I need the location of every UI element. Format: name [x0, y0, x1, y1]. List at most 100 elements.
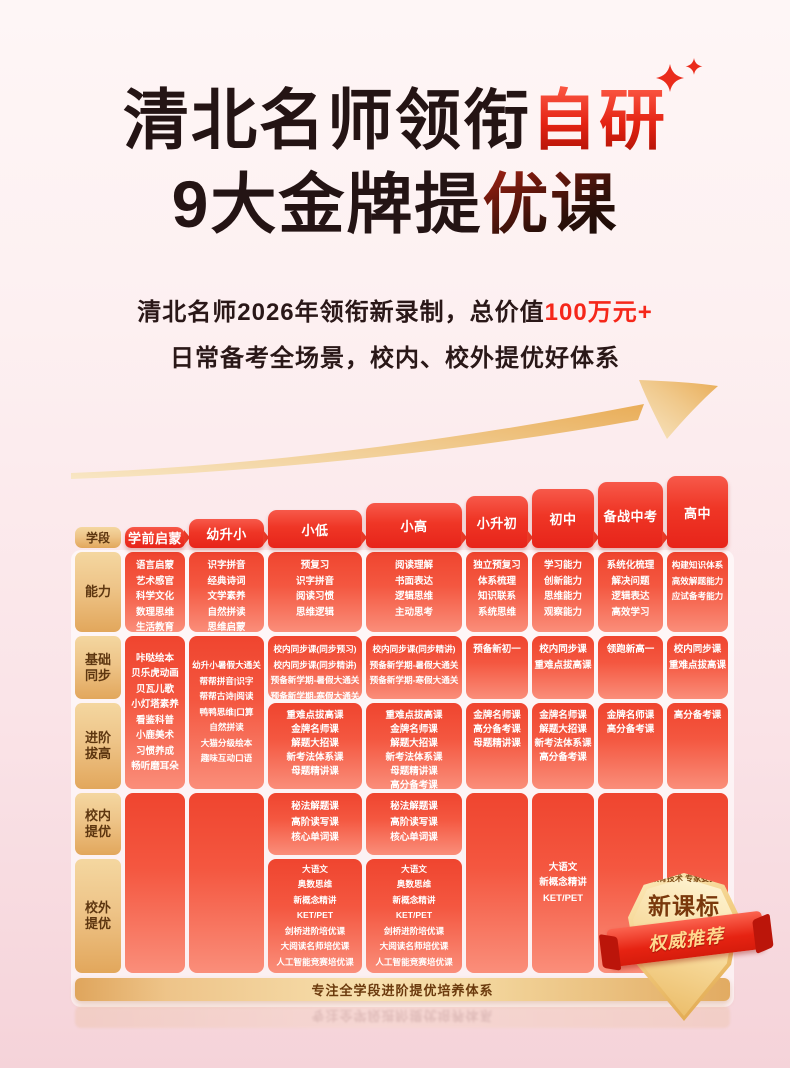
course-item: 趣味互动口语: [200, 753, 253, 764]
course-item: 体系梳理: [477, 575, 516, 587]
course-item: 核心单词课: [291, 832, 339, 843]
column-header: 高中: [667, 476, 728, 548]
course-item: 校内同步课(同步预习): [273, 644, 357, 654]
title-line1: 清北名师领衔自研: [0, 78, 790, 162]
course-item: 预备新学期-寒假大通关: [369, 675, 459, 685]
course-item: 新概念精讲: [539, 877, 587, 889]
course-cell: 校内同步课 重难点拔高课: [667, 636, 728, 699]
footer-bar: 专注全学段进阶提优培养体系: [75, 978, 730, 1001]
course-item: 咔哒绘本: [135, 652, 174, 664]
course-item: 识字拼音: [207, 560, 246, 571]
course-item: 阅读理解: [394, 560, 433, 571]
course-item: 畅听磨耳朵: [131, 761, 179, 772]
course-item: 预备新学期-暑假大通关: [270, 675, 360, 685]
course-item: 经典诗词: [207, 575, 246, 587]
course-item: 高分备考课: [539, 752, 587, 763]
grade-column: 初中 学习能力 创新能力 思维能力 观察能力 校内同步课 重难点拔高课 金牌名师课 解题大招课新…: [532, 489, 594, 973]
course-item: 大阅读名师培优课: [280, 941, 350, 952]
column-header: 幼升小: [189, 519, 264, 548]
course-cell: [466, 793, 528, 973]
grade-column: 学前启蒙 语言启蒙 艺术感官 科学文化 数理思维 生活教育 咔哒绘本 贝乐虎动画 贝瓦儿歌 小灯塔…: [125, 527, 185, 973]
course-item: 解题大招课: [291, 738, 339, 749]
course-item: 思维能力: [543, 591, 582, 602]
course-item: 校内同步课(同步精讲): [372, 644, 456, 654]
course-item: 高分备考课: [390, 780, 438, 789]
badge-top-text: 教育技术 专家委员: [650, 874, 718, 883]
course-item: 高分备考课: [673, 710, 722, 721]
row-label: 校内 提优: [75, 793, 121, 855]
course-item: 小鹿美术: [135, 730, 174, 741]
course-item: 识字拼音: [295, 575, 334, 587]
course-item: 帮帮拼音|识字: [199, 675, 254, 686]
certification-badge: 教育技术 专家委员 新课标 权威推荐: [606, 856, 766, 1021]
course-item: 母题精讲课: [390, 766, 438, 777]
course-cell: 秘法解题课 高阶读写课 核心单词课: [268, 793, 362, 855]
title-line2: 9大金牌提优课: [0, 162, 790, 246]
course-cell: 秘法解题课 高阶读写课 核心单词课: [366, 793, 462, 855]
course-cell: 大语文 奥数思维 新概念精讲 KET/PET 剑桥进阶培优课 大阅读名师培优课 人工智能竞赛…: [366, 859, 462, 973]
grade-column: 小高 阅读理解 书面表达 逻辑思维 主动思考 校内同步课(同步精讲) 预备新学期-暑假大通关…: [366, 503, 462, 973]
course-item: 金牌名师课: [606, 710, 655, 721]
course-item: 金牌名师课: [291, 724, 339, 735]
course-item: 奥数思维: [297, 879, 333, 890]
page-title: 清北名师领衔自研 9大金牌提优课: [0, 78, 790, 246]
course-item: 人工智能竞赛培优课: [276, 956, 354, 967]
title-line1-black: 清北名师领衔: [123, 83, 531, 157]
course-cell: 语言启蒙 艺术感官 科学文化 数理思维 生活教育: [125, 552, 185, 632]
course-item: 剑桥进阶培优课: [284, 925, 346, 936]
course-item: 预备新学期-寒假大通关: [270, 690, 360, 700]
course-item: 母题精讲课: [291, 766, 339, 777]
course-item: 高分备考课: [473, 724, 521, 735]
course-item: 学习能力: [543, 560, 582, 571]
subtitle-price-highlight: 100万元+: [544, 299, 653, 326]
course-cell: 系统化梳理 解决问题 逻辑表达 高效学习: [598, 552, 663, 632]
course-item: 母题精讲课: [473, 738, 521, 749]
course-item: 语言启蒙: [135, 560, 174, 571]
course-item: 科学文化: [135, 591, 174, 602]
course-item: 思维启蒙: [207, 622, 246, 632]
row-label: 基础 同步: [75, 636, 121, 699]
course-cell: 大语文 奥数思维 新概念精讲 KET/PET 剑桥进阶培优课 大阅读名师培优课 人工智能竞赛…: [268, 859, 362, 973]
course-cell: 幼升小暑假大通关 帮帮拼音|识字 帮帮古诗|阅读 鸭鸭思维|口算 自然拼读 大猫分级绘本趣…: [189, 636, 264, 789]
row-label: 校外 提优: [75, 859, 121, 973]
rising-arrow-icon: [68, 378, 728, 480]
course-item: 创新能力: [543, 575, 582, 587]
course-cell: 学习能力 创新能力 思维能力 观察能力: [532, 552, 594, 632]
course-item: 大阅读名师培优课: [379, 941, 449, 952]
course-item: 高效解题能力: [671, 575, 724, 586]
sparkle-icon: [656, 58, 703, 92]
grade-column: 小低 预复习 识字拼音 阅读习惯 思维逻辑 校内同步课(同步预习) 校内同步课(同步精讲) 预…: [268, 510, 362, 973]
column-header: 小高: [366, 503, 462, 548]
course-item: 书面表达: [394, 575, 433, 587]
course-cell: 高分备考课: [667, 703, 728, 789]
course-item: 自然拼读: [209, 722, 244, 733]
course-item: 贝瓦儿歌: [135, 683, 174, 695]
course-item: 高阶读写课: [390, 816, 438, 828]
course-item: 系统思维: [477, 606, 516, 618]
course-item: 预备新初一: [473, 644, 521, 655]
course-item: 解题大招课: [390, 738, 438, 749]
course-item: 重难点拔高课: [286, 710, 344, 721]
course-cell: 金牌名师课高分备考课: [598, 703, 663, 789]
course-item: 领跑新高一: [606, 644, 655, 655]
course-item: 金牌名师课: [539, 710, 587, 721]
course-item: 预备新学期-暑假大通关: [369, 659, 459, 670]
course-item: 艺术感官: [135, 575, 174, 587]
subtitle-line2: 日常备考全场景，校内、校外提优好体系: [170, 345, 620, 372]
course-item: 贝乐虎动画: [131, 668, 179, 679]
course-item: 高分备考课: [606, 724, 655, 735]
course-item: 鸭鸭思维|口算: [199, 706, 254, 717]
course-item: 系统化梳理: [606, 560, 655, 571]
course-item: KET/PET: [542, 892, 584, 904]
title-line1-red: 自研: [531, 83, 667, 157]
course-item: 知识联系: [477, 591, 516, 602]
course-cell: [189, 793, 264, 973]
course-cell: 预复习 识字拼音 阅读习惯 思维逻辑: [268, 552, 362, 632]
course-item: 校内同步课: [673, 644, 722, 655]
badge-ribbon-text: 权威推荐: [647, 925, 726, 955]
course-item: 校内同步课: [539, 644, 587, 655]
course-item: 新概念精讲: [392, 894, 436, 905]
course-cell: 预备新初一: [466, 636, 528, 699]
course-item: 新考法体系课: [534, 738, 592, 749]
course-item: 应试备考能力: [671, 591, 724, 601]
